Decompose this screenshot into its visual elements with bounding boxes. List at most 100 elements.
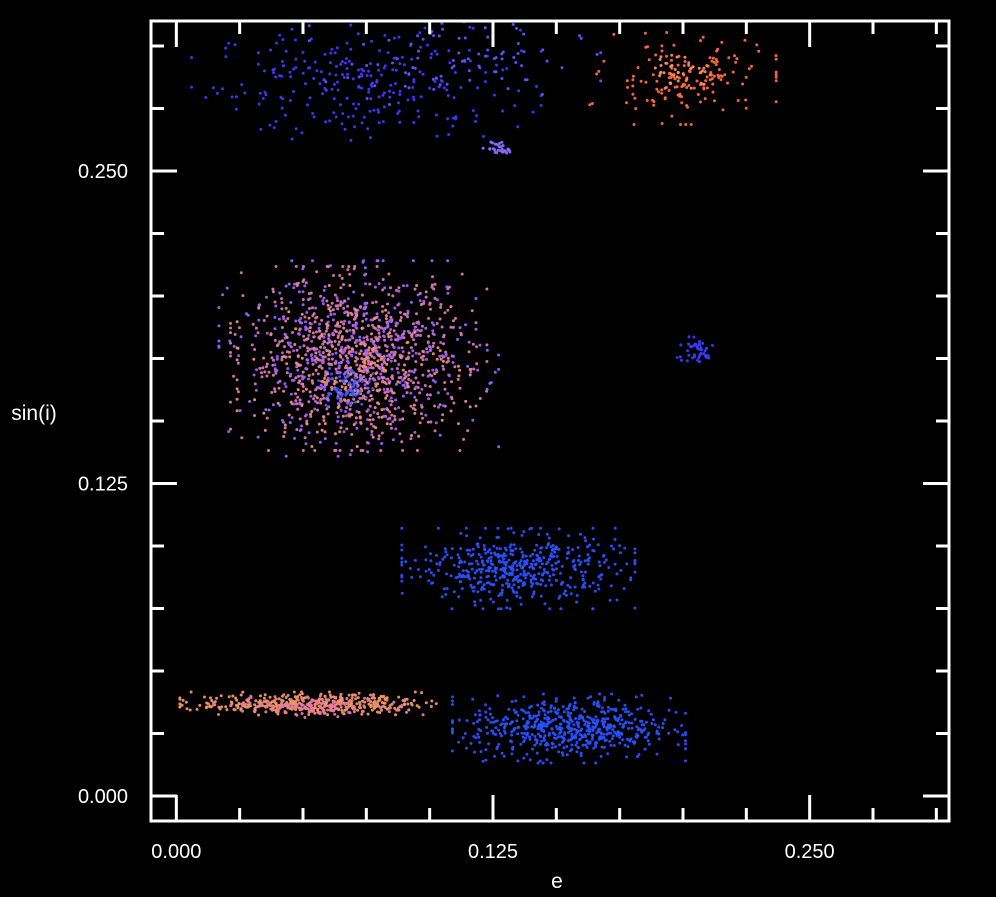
scatter-point [631,84,635,88]
scatter-point [318,398,322,402]
scatter-point [394,398,398,402]
scatter-point [560,735,564,739]
scatter-point [339,695,342,699]
scatter-point [586,741,590,745]
scatter-point [491,716,495,720]
scatter-point [712,99,716,103]
scatter-point [344,61,347,65]
scatter-point [516,52,520,55]
scatter-point [563,733,567,737]
scatter-point [454,316,457,320]
scatter-point [774,70,778,74]
scatter-point [337,340,341,344]
scatter-point [438,433,442,437]
scatter-point [380,431,384,435]
scatter-point [378,388,382,392]
scatter-point [578,733,582,737]
scatter-point [435,562,439,566]
scatter-point [350,433,354,436]
scatter-point [529,580,533,584]
scatter-point [484,710,488,714]
scatter-point [350,369,354,373]
scatter-point [400,440,404,444]
scatter-point [633,740,637,744]
scatter-point [540,92,544,96]
scatter-point [310,706,313,710]
scatter-point [366,450,370,454]
scatter-point [639,719,642,723]
scatter-point [275,344,279,348]
scatter-point [451,703,454,706]
scatter-point [449,556,453,560]
scatter-point [488,548,492,552]
scatter-point [535,751,539,755]
scatter-point [545,59,549,63]
scatter-point [285,371,289,375]
scatter-point [475,720,479,724]
scatter-point [719,74,723,78]
scatter-point [774,100,778,104]
scatter-point [335,389,339,393]
scatter-point [460,587,464,591]
scatter-point [475,559,479,563]
scatter-point [329,51,333,55]
x-tick-label: 0.125 [468,841,518,863]
scatter-point [470,567,474,571]
scatter-point [409,379,413,383]
scatter-point [352,397,356,401]
scatter-point [651,718,655,722]
scatter-point [411,349,415,353]
scatter-point [554,699,558,703]
scatter-point [370,430,374,433]
scatter-point [373,696,377,700]
scatter-point [598,564,602,568]
scatter-point [436,391,440,395]
scatter-point [342,322,346,326]
scatter-point [387,710,391,714]
scatter-point [229,326,232,330]
scatter-point [284,319,288,323]
scatter-point [339,399,342,403]
scatter-point [386,302,390,306]
scatter-point [446,259,450,263]
scatter-point [331,345,334,348]
scatter-point [678,355,682,359]
scatter-point [306,358,310,362]
scatter-point [449,325,453,329]
scatter-point [618,735,622,739]
scatter-point [230,95,234,99]
scatter-point [593,589,597,593]
scatter-point [375,79,379,82]
scatter-point [692,343,696,347]
scatter-point [581,743,585,747]
scatter-point [387,272,391,276]
scatter-point [518,579,522,583]
scatter-point [380,310,384,313]
scatter-point [481,759,485,763]
scatter-point [502,754,506,758]
scatter-point [512,56,516,59]
x-tick-label: 0.000 [151,841,201,863]
scatter-point [662,71,666,75]
scatter-point [352,290,356,294]
scatter-point [511,564,515,568]
scatter-point [190,56,193,60]
scatter-point [670,53,674,57]
scatter-point [325,299,329,303]
scatter-point [412,98,416,102]
scatter-point [512,728,516,732]
scatter-point [491,731,495,735]
scatter-point [571,560,575,564]
scatter-point [304,367,308,370]
scatter-point [345,697,349,700]
scatter-point [400,591,404,595]
scatter-point [311,314,315,318]
scatter-point [685,77,689,81]
scatter-point [367,697,371,701]
scatter-point [471,697,475,701]
scatter-point [358,703,362,706]
scatter-point [292,690,296,694]
scatter-point [310,379,314,383]
scatter-point [261,366,265,370]
scatter-point [459,86,463,89]
